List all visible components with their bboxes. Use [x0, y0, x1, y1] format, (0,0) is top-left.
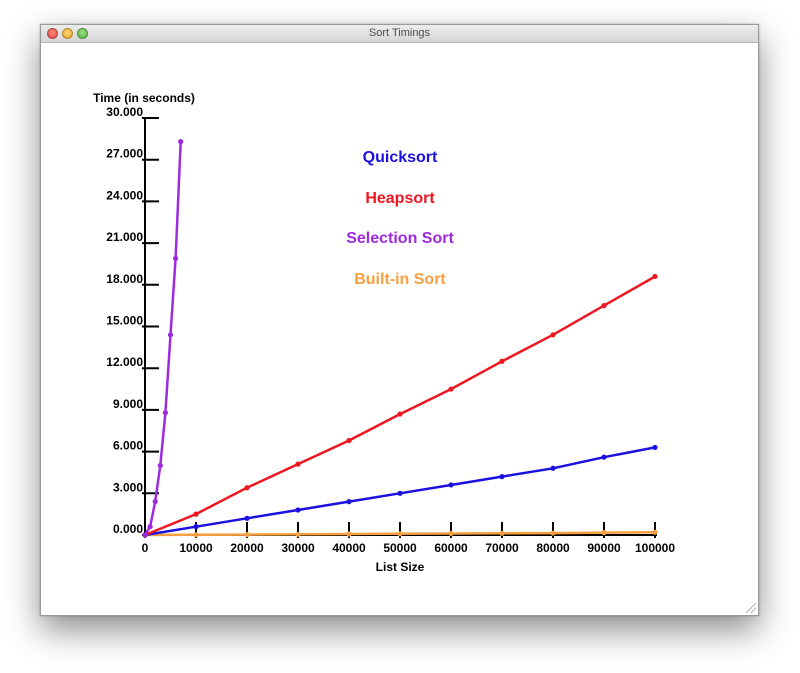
- built-in-sort-point: [193, 532, 199, 538]
- quicksort-point: [652, 444, 658, 451]
- built-in-sort-point: [652, 529, 658, 535]
- legend-quicksort: Quicksort: [363, 149, 438, 166]
- x-tick-label: 90000: [587, 541, 621, 555]
- built-in-sort-point: [397, 531, 403, 537]
- selection-sort-point: [152, 499, 158, 505]
- y-tick-label: 15.000: [106, 314, 143, 328]
- x-tick-label: 20000: [230, 541, 264, 555]
- x-tick-label: 70000: [485, 541, 519, 555]
- selection-sort-point: [178, 139, 184, 145]
- selection-sort-point: [157, 462, 163, 469]
- y-tick-label: 0.000: [113, 522, 143, 536]
- y-tick-label: 9.000: [113, 397, 143, 411]
- quicksort-point: [601, 454, 607, 460]
- built-in-sort-point: [448, 530, 454, 537]
- quicksort-point: [448, 482, 454, 488]
- minimize-window-button[interactable]: [62, 28, 73, 39]
- x-tick-label: 100000: [635, 541, 675, 555]
- built-in-sort-point: [601, 530, 607, 536]
- x-tick-label: 60000: [434, 541, 468, 555]
- selection-sort-point: [147, 524, 153, 530]
- heapsort-point: [346, 437, 352, 444]
- x-tick-label: 0: [142, 541, 149, 555]
- built-in-sort-point: [499, 530, 505, 536]
- built-in-sort-point: [346, 531, 352, 537]
- legend-built-in-sort: Built-in Sort: [354, 271, 446, 288]
- heapsort-point: [550, 332, 556, 338]
- y-tick-label: 27.000: [106, 147, 143, 161]
- heapsort-line: [144, 275, 656, 537]
- built-in-sort-point: [244, 531, 250, 538]
- y-tick-label: 3.000: [113, 480, 143, 494]
- heapsort-point: [193, 511, 199, 517]
- selection-sort-line: [143, 141, 182, 536]
- heapsort-point: [397, 411, 403, 417]
- selection-sort-point: [142, 532, 148, 538]
- y-axis-title: Time (in seconds): [93, 91, 195, 105]
- heapsort-point: [652, 273, 658, 280]
- x-axis-title: List Size: [376, 560, 425, 574]
- legend-selection-sort: Selection Sort: [346, 230, 454, 247]
- heapsort-point: [601, 303, 607, 309]
- y-tick-label: 30.000: [106, 105, 143, 119]
- x-tick-label: 50000: [383, 541, 417, 555]
- y-tick-label: 21.000: [106, 230, 143, 244]
- y-tick-label: 12.000: [106, 355, 143, 369]
- zoom-window-button[interactable]: [77, 28, 88, 39]
- heapsort-point: [448, 386, 454, 392]
- close-window-button[interactable]: [47, 28, 58, 39]
- selection-sort-point: [173, 255, 179, 261]
- heapsort-point: [499, 358, 505, 364]
- x-tick-label: 30000: [281, 541, 315, 555]
- app-window: Sort Timings: [40, 24, 759, 616]
- x-tick-label: 10000: [179, 541, 213, 555]
- resize-grip[interactable]: [746, 603, 756, 613]
- quicksort-point: [193, 524, 199, 530]
- quicksort-point: [397, 490, 403, 496]
- y-tick-label: 24.000: [106, 188, 143, 202]
- selection-sort-point: [162, 410, 168, 416]
- y-tick-label: 18.000: [106, 272, 143, 286]
- window-title: Sort Timings: [368, 27, 431, 39]
- selection-sort-point: [167, 332, 174, 338]
- x-tick-label: 80000: [536, 541, 570, 555]
- heapsort-point: [244, 485, 250, 491]
- quicksort-point: [244, 515, 250, 521]
- y-tick-label: 6.000: [113, 439, 143, 453]
- quicksort-point: [346, 499, 352, 505]
- legend-heapsort: Heapsort: [365, 190, 435, 207]
- quicksort-point: [550, 465, 556, 471]
- heapsort-point: [295, 461, 301, 467]
- quicksort-point: [499, 474, 505, 480]
- built-in-sort-point: [295, 531, 301, 537]
- quicksort-point: [295, 507, 301, 513]
- title-bar[interactable]: Sort Timings: [41, 25, 758, 43]
- built-in-sort-point: [550, 530, 556, 536]
- x-tick-label: 40000: [332, 541, 366, 555]
